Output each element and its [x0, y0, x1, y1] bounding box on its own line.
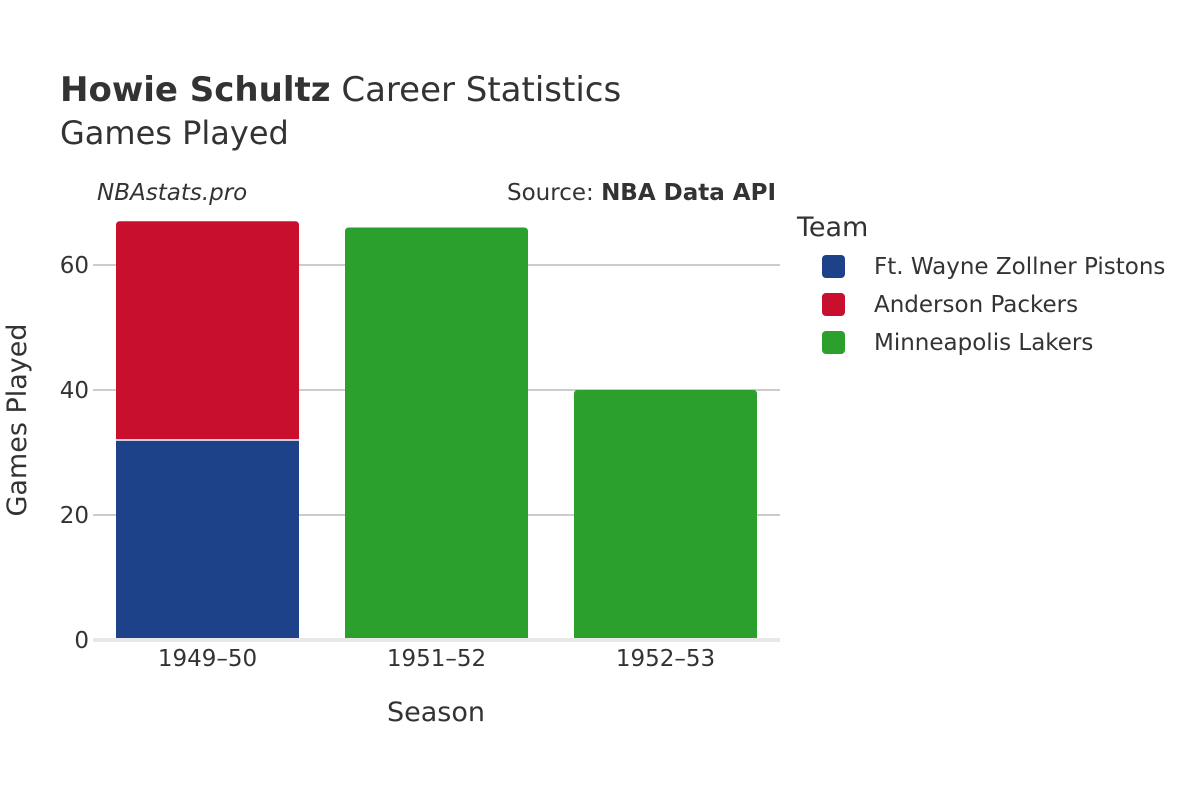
- x-axis-title: Season: [387, 697, 485, 728]
- title-rest: Career Statistics: [331, 70, 622, 110]
- chart-subtitle: Games Played: [60, 114, 289, 152]
- x-tick-label: 1952–53: [616, 646, 715, 672]
- chart-title: Howie Schultz Career Statistics: [60, 70, 621, 110]
- legend-swatch-minneapolis-lakers: [822, 331, 845, 354]
- watermark: NBAstats.pro: [97, 180, 247, 206]
- source-prefix: Source:: [507, 180, 601, 206]
- legend: Ft. Wayne Zollner Pistons Anderson Packer…: [822, 254, 1165, 356]
- bars: [116, 221, 757, 640]
- y-tick-label: 40: [60, 378, 89, 404]
- legend-swatch-ft-wayne-zollner-pistons: [822, 255, 845, 278]
- legend-label-anderson-packers: Anderson Packers: [874, 292, 1078, 318]
- source-credit: Source: NBA Data API: [507, 180, 776, 206]
- x-tick-label: 1949–50: [158, 646, 257, 672]
- bar-ft-wayne-zollner-pistons-1949–50: [116, 440, 299, 640]
- y-axis-title: Games Played: [2, 323, 33, 516]
- x-axis-ticks: 1949–50 1951–52 1952–53: [158, 646, 715, 672]
- x-tick-label: 1951–52: [387, 646, 486, 672]
- legend-title: Team: [796, 212, 868, 243]
- y-tick-label: 0: [74, 628, 89, 654]
- bar-minneapolis-lakers-1952–53: [574, 390, 757, 640]
- legend-swatch-anderson-packers: [822, 293, 845, 316]
- y-axis-ticks: 0 20 40 60: [60, 253, 89, 654]
- y-tick-label: 20: [60, 503, 89, 529]
- bar-anderson-packers-1949–50: [116, 221, 299, 440]
- legend-label-minneapolis-lakers: Minneapolis Lakers: [874, 330, 1093, 356]
- bar-minneapolis-lakers-1951–52: [345, 227, 528, 640]
- source-name: NBA Data API: [601, 180, 776, 206]
- player-name: Howie Schultz: [60, 70, 331, 110]
- y-tick-label: 60: [60, 253, 89, 279]
- legend-label-ft-wayne-zollner-pistons: Ft. Wayne Zollner Pistons: [874, 254, 1165, 280]
